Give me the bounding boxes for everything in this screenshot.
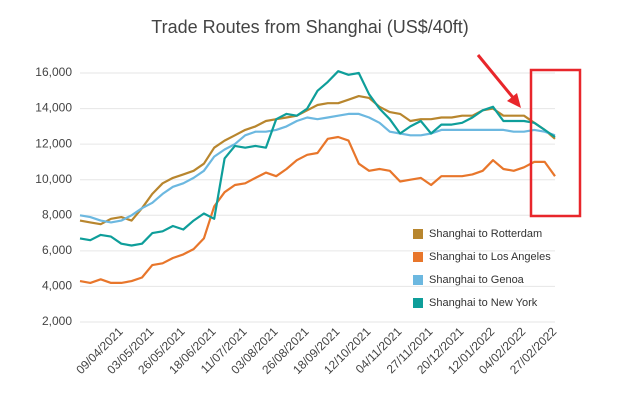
- legend-label: Shanghai to Rotterdam: [429, 228, 542, 240]
- legend-swatch: [413, 252, 423, 262]
- arrow-head: [507, 93, 521, 108]
- series-line: [79, 70, 556, 247]
- series-line: [79, 112, 556, 224]
- legend: Shanghai to Rotterdam Shanghai to Los Ang…: [413, 228, 551, 309]
- legend-label: Shanghai to Genoa: [429, 274, 525, 286]
- annotation-arrow: [476, 54, 517, 101]
- y-tick-label: 4,000: [42, 279, 72, 293]
- y-tick-label: 12,000: [35, 136, 72, 150]
- y-tick-label: 14,000: [35, 101, 72, 115]
- plot-area: 2,000 4,000 6,000 8,000 10,000 12,000 14,000 16…: [35, 65, 559, 377]
- legend-swatch: [413, 275, 423, 285]
- y-tick-label: 2,000: [42, 314, 72, 328]
- legend-label: Shanghai to Los Angeles: [429, 251, 551, 263]
- y-tick-label: 8,000: [42, 207, 72, 221]
- legend-label: Shanghai to New York: [429, 297, 538, 309]
- series-line: [79, 95, 556, 226]
- legend-swatch: [413, 229, 423, 239]
- y-tick-label: 10,000: [35, 172, 72, 186]
- highlight-box: [529, 68, 582, 218]
- y-tick-label: 16,000: [35, 65, 72, 79]
- legend-swatch: [413, 298, 423, 308]
- chart-title: Trade Routes from Shanghai (US$/40ft): [151, 17, 469, 37]
- y-tick-label: 6,000: [42, 243, 72, 257]
- series-line: [79, 135, 556, 284]
